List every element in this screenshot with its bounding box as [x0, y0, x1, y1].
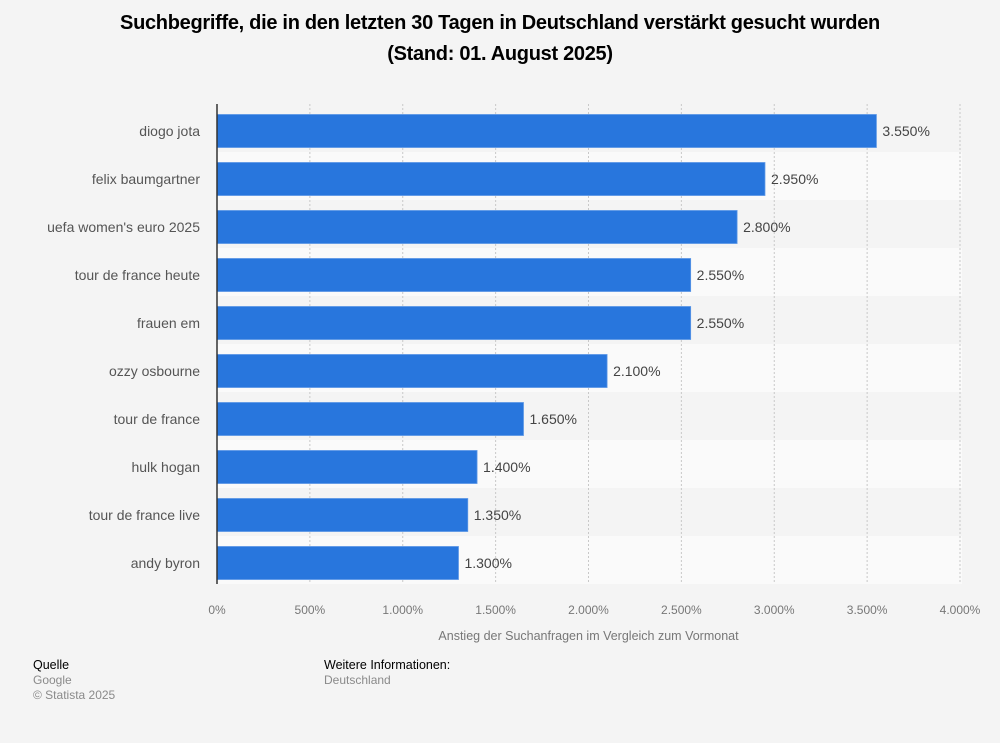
category-label: uefa women's euro 2025: [47, 219, 200, 235]
category-label: tour de france: [114, 411, 201, 427]
x-axis-label: Anstieg der Suchanfragen im Vergleich zu…: [438, 629, 739, 643]
x-tick-label: 2.500%: [661, 603, 702, 617]
value-label: 2.550%: [697, 315, 744, 331]
category-label: frauen em: [137, 315, 200, 331]
chart-title-line-1: Suchbegriffe, die in den letzten 30 Tage…: [120, 12, 880, 34]
bar: [216, 306, 692, 340]
category-label: hulk hogan: [131, 459, 200, 475]
x-tick-label: 2.000%: [568, 603, 609, 617]
x-tick-label: 1.000%: [382, 603, 423, 617]
category-label: ozzy osbourne: [109, 363, 200, 379]
value-label: 1.350%: [474, 507, 521, 523]
x-tick-label: 1.500%: [475, 603, 516, 617]
info-heading: Weitere Informationen:: [324, 658, 451, 672]
x-tick-label: 4.000%: [940, 603, 981, 617]
value-label: 3.550%: [882, 123, 929, 139]
info-line: Deutschland: [324, 673, 391, 687]
x-tick-label: 3.000%: [754, 603, 795, 617]
bar: [216, 450, 478, 484]
bar-chart: diogo jota felix baumgartner uefa women's …: [47, 104, 981, 643]
copyright-line: © Statista 2025: [33, 688, 116, 702]
source-heading: Quelle: [33, 658, 70, 672]
value-label: 2.100%: [613, 363, 660, 379]
bar: [216, 498, 469, 532]
bar: [216, 546, 459, 580]
category-label: tour de france live: [89, 507, 200, 523]
category-label: andy byron: [131, 555, 200, 571]
category-labels: diogo jota felix baumgartner uefa women's …: [47, 123, 200, 571]
value-labels: 3.550% 2.950% 2.800% 2.550% 2.550% 2.100% 1.65…: [464, 123, 929, 571]
value-label: 1.400%: [483, 459, 530, 475]
category-label: felix baumgartner: [92, 171, 201, 187]
value-label: 1.650%: [529, 411, 576, 427]
bars: [216, 114, 877, 580]
info-block: Weitere Informationen: Deutschland: [324, 658, 450, 688]
bar: [216, 258, 692, 292]
bar: [216, 162, 766, 196]
bar: [216, 114, 877, 148]
x-tick-label: 0%: [208, 603, 226, 617]
bar: [216, 402, 524, 436]
source-block: Quelle Google © Statista 2025: [33, 658, 115, 703]
category-label: tour de france heute: [75, 267, 201, 283]
bar: [216, 210, 738, 244]
x-tick-labels: 0% 500% 1.000% 1.500% 2.000% 2.500% 3.000% 3.50…: [208, 603, 980, 617]
x-tick-label: 3.500%: [847, 603, 888, 617]
bar: [216, 354, 608, 388]
value-label: 2.950%: [771, 171, 818, 187]
chart-title-line-2: (Stand: 01. August 2025): [387, 43, 613, 65]
source-line[interactable]: Google: [33, 673, 72, 687]
value-label: 2.550%: [697, 267, 744, 283]
category-label: diogo jota: [139, 123, 200, 139]
value-label: 1.300%: [464, 555, 511, 571]
chart-title: Suchbegriffe, die in den letzten 30 Tage…: [0, 8, 1000, 70]
x-tick-label: 500%: [295, 603, 326, 617]
value-label: 2.800%: [743, 219, 790, 235]
